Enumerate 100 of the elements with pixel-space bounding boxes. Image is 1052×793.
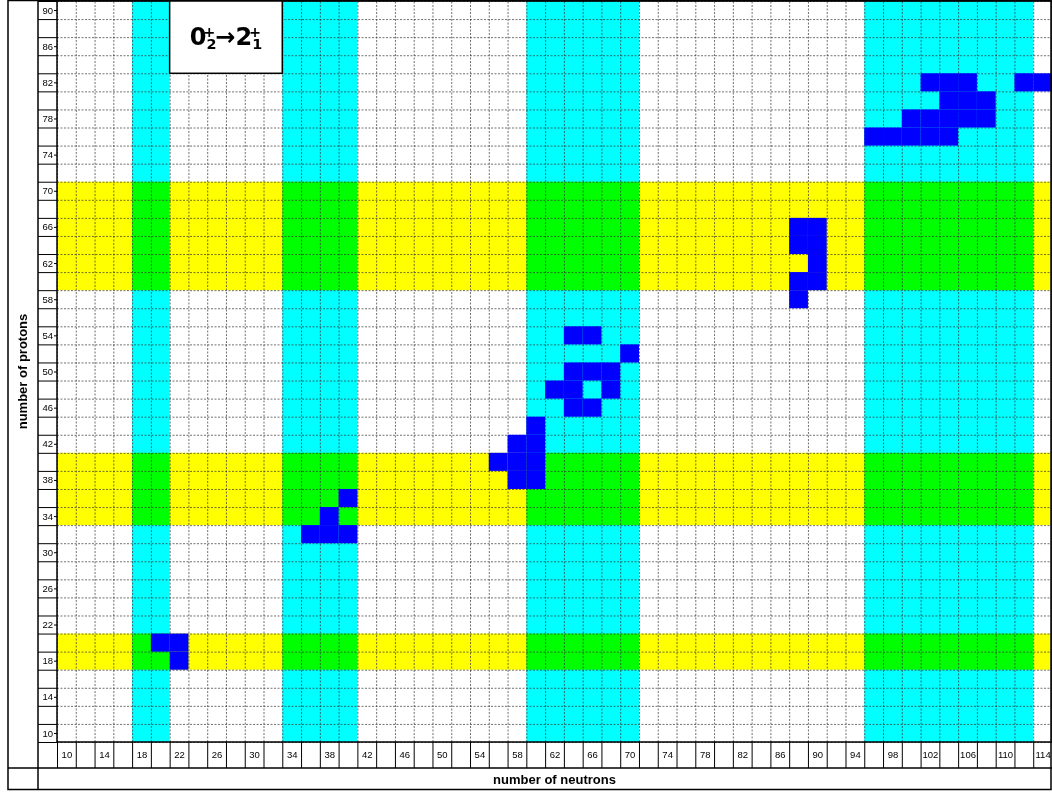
- point: [601, 380, 621, 399]
- y-tick-label: 66: [42, 221, 53, 233]
- x-tick-label: 106: [960, 748, 976, 760]
- point: [920, 109, 940, 128]
- point: [883, 127, 902, 146]
- point: [507, 434, 527, 453]
- x-tick-label: 18: [136, 748, 148, 760]
- x-tick-label: 82: [737, 748, 749, 760]
- y-tick-label: 86: [42, 40, 53, 52]
- y-tick-label: 46: [42, 402, 53, 414]
- point: [976, 91, 996, 110]
- x-tick-label: 66: [587, 748, 598, 760]
- point: [901, 127, 921, 146]
- point: [338, 488, 358, 508]
- y-tick-label: 54: [42, 329, 53, 341]
- point: [939, 73, 959, 92]
- point: [338, 525, 358, 544]
- x-tick-label: 78: [699, 748, 711, 760]
- y-tick-label: 42: [42, 438, 53, 450]
- point: [789, 272, 808, 291]
- point: [864, 127, 884, 146]
- x-tick-label: 26: [211, 748, 223, 760]
- x-tick-label: 14: [99, 748, 110, 760]
- point: [789, 290, 808, 309]
- x-tick-label: 10: [61, 748, 73, 760]
- point: [939, 109, 959, 128]
- x-tick-label: 62: [549, 748, 561, 760]
- y-tick-label: 30: [42, 546, 53, 558]
- y-tick-label: 74: [42, 149, 53, 161]
- point: [807, 235, 827, 255]
- point: [958, 109, 977, 128]
- y-tick-label: 38: [42, 474, 53, 486]
- y-tick-label: 90: [42, 4, 53, 16]
- point: [507, 470, 527, 489]
- point: [920, 127, 940, 146]
- point: [807, 272, 827, 291]
- point: [1014, 73, 1034, 92]
- point: [507, 452, 527, 471]
- point: [526, 434, 546, 453]
- x-tick-label: 94: [850, 748, 861, 760]
- y-tick-label: 34: [42, 510, 53, 522]
- point: [582, 326, 602, 345]
- y-tick-label: 78: [42, 113, 53, 125]
- x-tick-label: 102: [922, 748, 939, 760]
- point: [789, 235, 808, 255]
- point: [582, 398, 602, 417]
- point: [901, 109, 921, 128]
- point: [920, 73, 940, 92]
- point: [958, 73, 977, 92]
- point: [563, 326, 583, 345]
- point: [169, 633, 189, 652]
- point: [301, 525, 320, 544]
- y-tick-label: 62: [42, 257, 53, 269]
- point: [526, 416, 546, 435]
- point: [939, 127, 959, 146]
- x-tick-label: 58: [512, 748, 523, 760]
- y-tick-label: 22: [42, 619, 53, 631]
- y-tick-label: 58: [42, 293, 53, 305]
- x-tick-label: 38: [324, 748, 336, 760]
- point: [1033, 73, 1052, 92]
- x-tick-label: 74: [662, 748, 673, 760]
- point: [620, 344, 639, 363]
- x-tick-label: 70: [624, 748, 636, 760]
- x-tick-label: 22: [174, 748, 185, 760]
- point: [319, 525, 339, 544]
- x-tick-label: 110: [997, 748, 1014, 760]
- x-tick-label: 98: [887, 748, 899, 760]
- point: [563, 380, 583, 399]
- point: [976, 109, 996, 128]
- point: [582, 362, 602, 381]
- y-tick-label: 70: [42, 185, 53, 197]
- y-tick-label: 26: [42, 582, 53, 594]
- point: [939, 91, 959, 110]
- point: [789, 217, 808, 236]
- x-tick-label: 46: [399, 748, 411, 760]
- point: [563, 362, 583, 381]
- y-tick-label: 82: [42, 76, 53, 88]
- y-axis-title: number of protons: [15, 313, 30, 430]
- x-tick-label: 54: [474, 748, 486, 760]
- point: [169, 651, 189, 670]
- x-tick-label: 90: [812, 748, 824, 760]
- x-tick-label: 34: [286, 748, 298, 760]
- point: [526, 470, 546, 489]
- point: [488, 452, 508, 471]
- x-tick-label: 50: [437, 748, 448, 760]
- point: [601, 362, 621, 381]
- y-tick-label: 50: [42, 366, 53, 378]
- x-tick-label: 30: [249, 748, 260, 760]
- point: [545, 380, 564, 399]
- y-tick-label: 18: [42, 655, 53, 667]
- point: [807, 217, 827, 236]
- point: [526, 452, 546, 471]
- x-axis-title: number of neutrons: [493, 772, 616, 787]
- point: [958, 91, 977, 110]
- point: [319, 507, 339, 526]
- point: [807, 254, 827, 273]
- y-tick-label: 10: [42, 727, 53, 739]
- point: [150, 633, 170, 652]
- x-tick-label: 86: [774, 748, 786, 760]
- point: [563, 398, 583, 417]
